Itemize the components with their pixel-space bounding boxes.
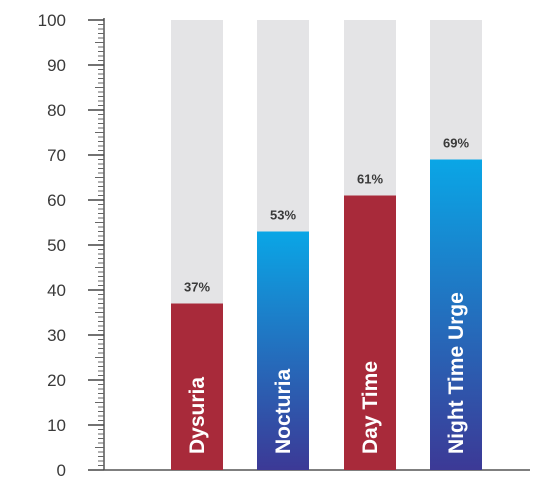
y-tick-label: 0 xyxy=(57,461,66,477)
y-tick-label: 100 xyxy=(38,11,66,30)
data-label: 61% xyxy=(357,172,383,187)
bars: 37% Dysuria 53% Nocturia 61% Day Time 69% Night… xyxy=(171,20,482,470)
category-label: Nocturia xyxy=(272,369,295,455)
y-tick-label: 50 xyxy=(47,236,66,255)
data-label: 53% xyxy=(270,208,296,223)
y-tick-label: 10 xyxy=(47,416,66,435)
category-label: Night Time Urge xyxy=(445,292,468,454)
y-tick-label: 20 xyxy=(47,371,66,390)
y-tick-label: 40 xyxy=(47,281,66,300)
y-tick-label: 80 xyxy=(47,101,66,120)
y-tick-label: 30 xyxy=(47,326,66,345)
data-label: 69% xyxy=(443,136,469,151)
y-tick-label: 90 xyxy=(47,56,66,75)
y-tick-label: 60 xyxy=(47,191,66,210)
data-label: 37% xyxy=(184,280,210,295)
y-tick-label: 70 xyxy=(47,146,66,165)
category-label: Day Time xyxy=(359,361,382,454)
category-label: Dysuria xyxy=(186,377,209,454)
